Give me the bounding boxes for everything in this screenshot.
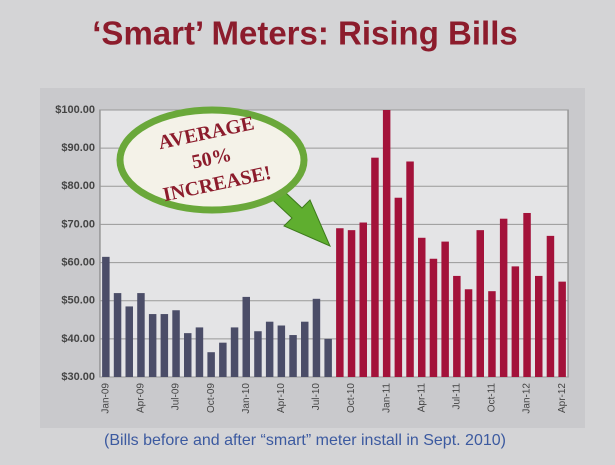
x-tick-label: Apr-10 xyxy=(276,383,287,413)
bar xyxy=(546,235,555,377)
bar xyxy=(172,310,180,377)
y-tick-label: $40.00 xyxy=(61,333,95,345)
bar xyxy=(394,197,403,377)
bar xyxy=(499,218,508,377)
x-tick-label: Oct-11 xyxy=(487,383,498,413)
bar xyxy=(148,314,157,377)
bar xyxy=(102,256,110,377)
x-tick-label: Apr-09 xyxy=(136,383,147,413)
x-tick-label: Apr-11 xyxy=(416,383,427,413)
y-tick-label: $50.00 xyxy=(61,295,95,307)
bar xyxy=(113,293,122,377)
bar xyxy=(254,331,262,377)
bar xyxy=(453,275,461,377)
x-tick-label: Apr-12 xyxy=(557,383,568,413)
x-tick-label: Jan-11 xyxy=(381,383,392,413)
bar xyxy=(418,237,426,377)
bar xyxy=(511,266,520,377)
y-tick-label: $90.00 xyxy=(61,142,95,154)
bar xyxy=(371,157,379,377)
x-tick-label: Oct-09 xyxy=(206,383,217,413)
bar xyxy=(137,293,145,377)
y-tick-label: $30.00 xyxy=(61,371,95,383)
x-tick-label: Jul-09 xyxy=(171,383,182,411)
annotation-bubble xyxy=(116,106,308,214)
bar xyxy=(219,342,227,377)
bar xyxy=(429,258,438,377)
bar xyxy=(336,228,344,377)
caption: (Bills before and after “smart” meter in… xyxy=(104,432,506,449)
bar xyxy=(289,335,297,377)
y-tick-label: $80.00 xyxy=(61,180,95,192)
x-tick-label: Jul-10 xyxy=(311,383,322,411)
bar xyxy=(242,296,250,377)
y-tick-label: $70.00 xyxy=(61,218,95,230)
bar xyxy=(347,230,356,377)
x-tick-label: Jan-10 xyxy=(241,383,252,414)
bar xyxy=(324,338,332,377)
x-tick-label: Jan-12 xyxy=(522,383,533,414)
bar xyxy=(464,289,473,377)
x-tick-label: Jul-11 xyxy=(451,383,462,410)
bar xyxy=(382,110,391,377)
bar xyxy=(558,281,566,377)
bar xyxy=(523,212,531,377)
bar xyxy=(125,306,133,377)
bar xyxy=(277,325,286,377)
x-tick-label: Jan-09 xyxy=(100,383,111,414)
chart-title: ‘Smart’ Meters: Rising Bills xyxy=(92,15,517,52)
bar xyxy=(301,321,309,377)
x-tick-label: Oct-10 xyxy=(346,383,357,413)
bar xyxy=(406,161,414,377)
y-tick-label: $100.00 xyxy=(55,104,95,116)
bar xyxy=(195,327,204,377)
bar xyxy=(184,333,192,377)
y-tick-label: $60.00 xyxy=(61,256,95,268)
bar xyxy=(488,291,496,377)
bar xyxy=(441,241,449,377)
bar xyxy=(265,321,274,377)
bar xyxy=(476,230,484,377)
bar xyxy=(160,314,169,377)
bar xyxy=(312,298,321,377)
bar xyxy=(359,222,367,377)
bar xyxy=(230,327,239,377)
bar xyxy=(207,352,215,377)
bar xyxy=(535,275,543,377)
